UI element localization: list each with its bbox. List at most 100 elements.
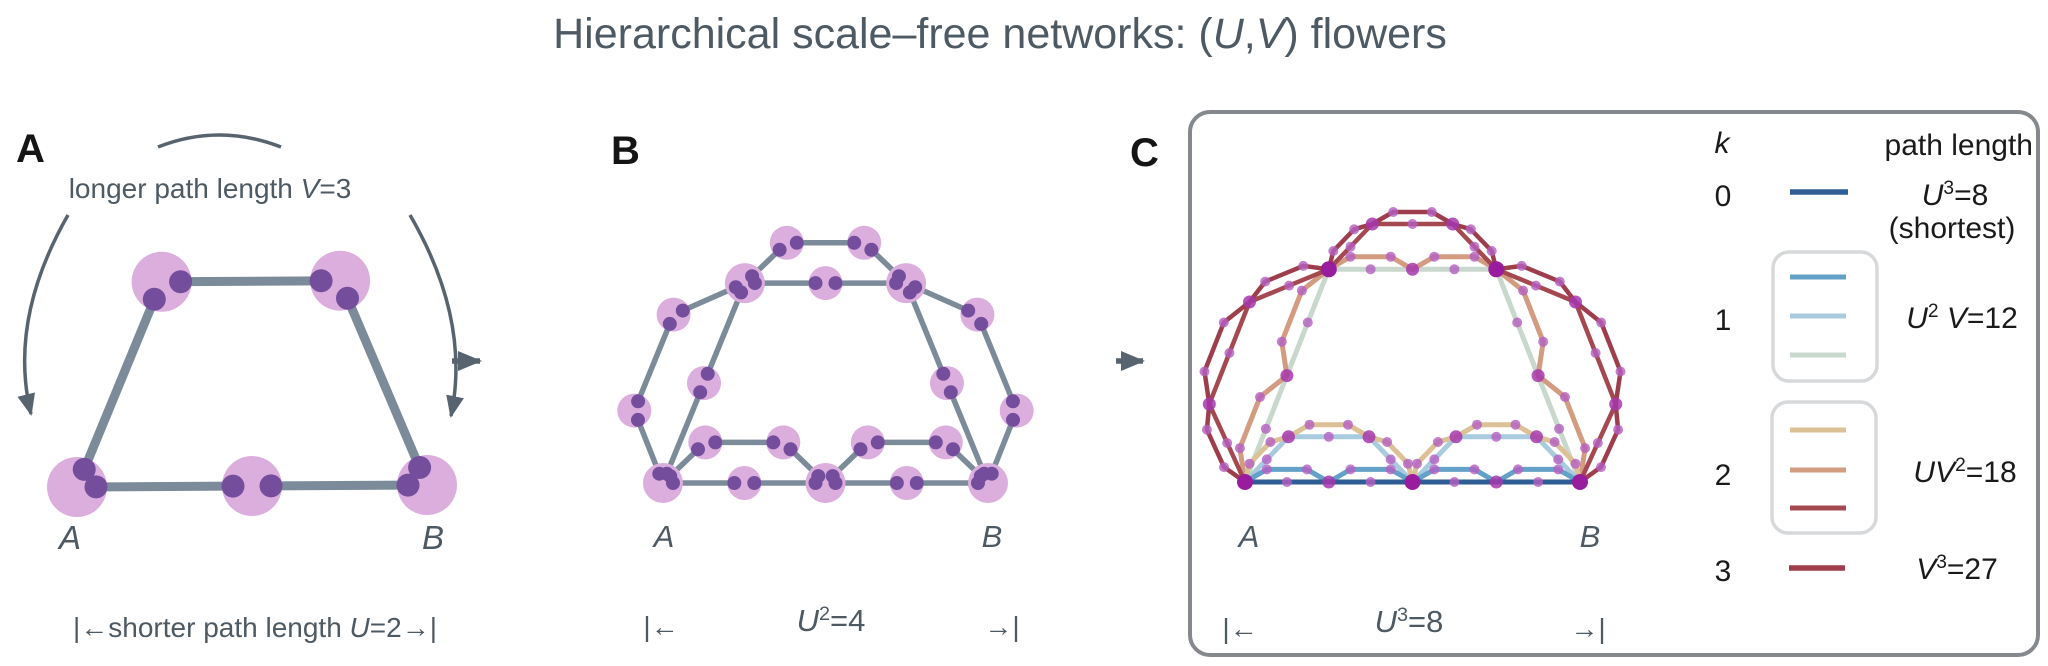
legend-k0-formula: U3=8 xyxy=(1922,178,1989,212)
edge-endpoint-dot xyxy=(691,442,705,457)
hub-node-dot xyxy=(1404,474,1421,490)
panel-b-left-mark: |← xyxy=(643,611,678,642)
edge-endpoint-dot xyxy=(853,442,868,457)
legend-k3-value: 3 xyxy=(1715,555,1732,588)
edge-endpoint-dot xyxy=(870,435,885,450)
panel-c-right-mark: →| xyxy=(1570,613,1605,644)
edge-endpoint-dot xyxy=(169,270,193,294)
path-node-dot xyxy=(1260,276,1271,287)
path-node-dot xyxy=(1304,419,1315,430)
edge-endpoint-dot xyxy=(631,394,646,409)
path-node-dot xyxy=(1322,475,1336,489)
edge-endpoint-dot xyxy=(891,269,906,284)
formula-segment: V xyxy=(1935,456,1958,489)
edge-endpoint-dot xyxy=(908,280,923,295)
edge-endpoint-dot xyxy=(928,435,943,450)
network-node xyxy=(808,266,843,301)
path-node-dot xyxy=(1554,423,1565,434)
path-node-dot xyxy=(1345,251,1356,262)
formula-segment: 2 xyxy=(819,603,830,625)
edge-endpoint-dot xyxy=(221,474,245,498)
legend-k-header: k xyxy=(1715,127,1732,160)
figure-title: Hierarchical scale–free networks: (U,V) … xyxy=(553,10,1447,58)
path-node-dot xyxy=(1469,251,1480,262)
formula-segment: , xyxy=(1244,10,1256,58)
edge-endpoint-dot xyxy=(811,469,826,484)
path-node-dot xyxy=(1432,437,1443,447)
formula-segment: 2 xyxy=(1928,301,1939,322)
path-node-dot xyxy=(1199,366,1210,377)
legend-k1-group-box xyxy=(1771,250,1879,383)
network-node xyxy=(727,466,762,500)
edge-endpoint-dot xyxy=(142,287,166,311)
edge-endpoint-dot xyxy=(1005,394,1020,409)
path-node-dot xyxy=(1382,437,1393,447)
path-node-dot xyxy=(1531,369,1545,383)
path-node-dot xyxy=(1255,392,1265,402)
edge-endpoint-dot xyxy=(259,474,283,498)
edge-endpoint-dot xyxy=(408,456,432,479)
network-generation-3-paths xyxy=(1199,207,1626,490)
legend-k2-value: 2 xyxy=(1715,459,1732,492)
path-node-dot xyxy=(1282,430,1295,444)
path-node-dot xyxy=(1345,241,1356,252)
legend-k1-value: 1 xyxy=(1715,304,1732,337)
edge-endpoint-dot xyxy=(631,412,645,427)
path-node-dot xyxy=(1219,462,1229,473)
formula-segment: =18 xyxy=(1966,456,2017,489)
path-node-dot xyxy=(1302,464,1312,475)
edge-endpoint-dot xyxy=(708,435,723,450)
path-node-dot xyxy=(1465,224,1476,235)
panel-c-left-mark: |← xyxy=(1222,613,1257,644)
panel-c-node-b-label: B xyxy=(1580,519,1601,554)
path-node-dot xyxy=(1365,217,1379,231)
network-generation-2 xyxy=(617,225,1034,503)
edge-endpoint-dot xyxy=(946,442,960,457)
path-node-dot xyxy=(1385,251,1396,262)
panel-b: B A B |← U2=4 →| xyxy=(611,129,1034,642)
formula-segment: =12 xyxy=(1967,302,2018,335)
formula-segment: longer path length xyxy=(69,173,301,204)
path-node-dot xyxy=(1298,260,1309,271)
path-node-dot xyxy=(1592,438,1603,448)
edge-endpoint-dot xyxy=(772,242,787,257)
path-node-dot xyxy=(1486,246,1497,256)
edge-endpoint-dot xyxy=(336,286,359,310)
edge-endpoint-dot xyxy=(974,316,989,331)
path-k3-VVV xyxy=(1202,209,1623,485)
path-node-dot xyxy=(1385,464,1396,475)
edge-endpoint-dot xyxy=(766,435,781,450)
formula-segment: ) flowers xyxy=(1284,10,1446,58)
path-node-dot xyxy=(1260,423,1271,434)
path-node-dot xyxy=(1407,219,1418,229)
path-node-dot xyxy=(1469,241,1480,252)
formula-segment: U xyxy=(350,612,371,643)
formula-segment: =3 xyxy=(319,173,351,204)
panel-a: A longer path length V=3 A B |←shorter p… xyxy=(16,127,464,643)
right-curved-arrow xyxy=(408,214,464,418)
edge-endpoint-dot xyxy=(909,476,924,490)
legend-k0-note: (shortest) xyxy=(1889,212,2016,245)
path-node-dot xyxy=(1538,336,1549,347)
formula-segment: =8 xyxy=(1408,604,1443,639)
path-node-dot xyxy=(1569,295,1582,309)
path-node-dot xyxy=(1533,477,1544,487)
path-node-dot xyxy=(1202,397,1216,411)
edge-endpoint-dot xyxy=(783,442,798,457)
formula-segment: U xyxy=(1375,604,1398,639)
formula-segment: U xyxy=(1922,179,1944,212)
path-node-dot xyxy=(1570,458,1581,469)
path-node-dot xyxy=(1281,477,1292,487)
path-node-dot xyxy=(1560,392,1570,402)
formula-segment: =2→| xyxy=(370,612,437,643)
edge-endpoint-dot xyxy=(662,316,677,331)
edge-endpoint-dot xyxy=(652,466,667,481)
path-node-dot xyxy=(1553,454,1564,465)
path-node-dot xyxy=(1365,477,1376,487)
path-node-dot xyxy=(1234,443,1245,454)
path-node-dot xyxy=(1516,260,1527,271)
path-node-dot xyxy=(1491,431,1502,442)
left-curved-arrow xyxy=(17,214,70,416)
